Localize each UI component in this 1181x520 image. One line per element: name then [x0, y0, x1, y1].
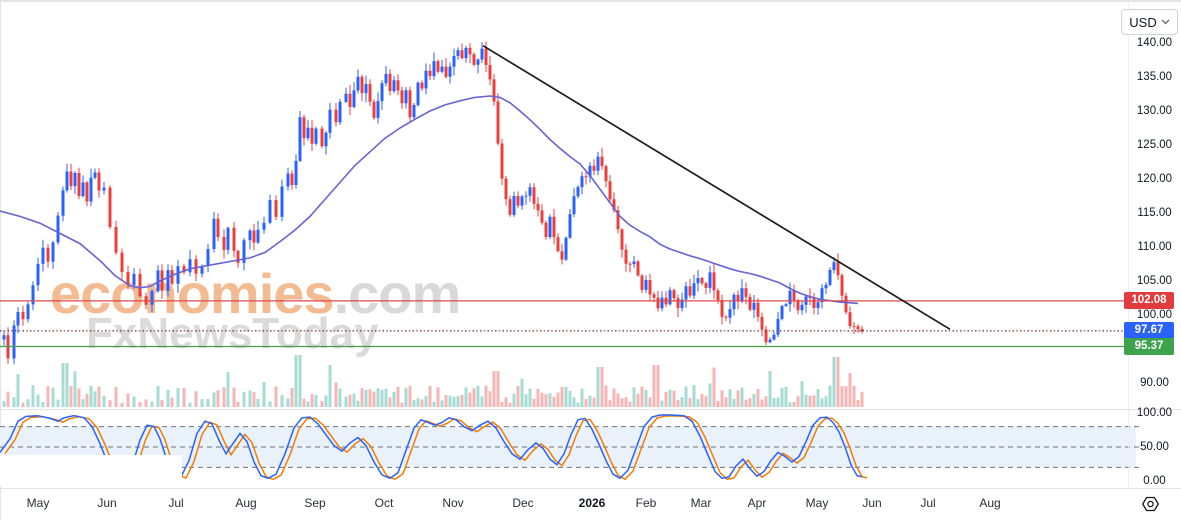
- price-badge: 95.37: [1124, 337, 1174, 355]
- price-axis-label: 90.00: [1140, 377, 1169, 389]
- time-axis-label: Aug: [979, 496, 1001, 510]
- settings-gear-glyph: [1141, 496, 1160, 512]
- time-axis-label: Dec: [512, 496, 534, 510]
- time-axis-label: Mar: [690, 496, 712, 510]
- time-axis-label: Aug: [235, 496, 257, 510]
- price-axis-label: 135.00: [1136, 71, 1173, 83]
- price-axis-label: 125.00: [1136, 139, 1173, 151]
- oscillator-white-patch: [0, 455, 182, 486]
- currency-label: USD: [1129, 14, 1157, 30]
- candle-bodies-up: [2, 47, 836, 359]
- time-axis-label: May: [26, 496, 50, 510]
- time-axis-label: Apr: [747, 496, 767, 510]
- currency-selector[interactable]: USD: [1121, 9, 1178, 35]
- time-axis-label: Feb: [635, 496, 657, 510]
- trendline[interactable]: [482, 44, 951, 331]
- price-axis-label: 140.00: [1136, 37, 1173, 49]
- stochastic-k-line[interactable]: [0, 414, 863, 480]
- price-axis[interactable]: 140.00 135.00 130.00 125.00 120.00 115.00 110.…: [1128, 2, 1181, 489]
- price-axis-label: 0.00: [1143, 475, 1166, 487]
- chevron-down-icon: [1161, 19, 1170, 25]
- price-badge: 102.08: [1124, 292, 1174, 310]
- price-axis-label: 100.00: [1136, 309, 1173, 321]
- time-axis-label: Oct: [374, 496, 394, 510]
- time-axis[interactable]: May Jun Jul Aug Sep Oct Nov Dec 2026 Feb Mar Apr May…: [0, 489, 1128, 520]
- time-axis-label: Nov: [442, 496, 464, 510]
- price-axis-label: 130.00: [1136, 105, 1173, 117]
- time-axis-label: Sep: [304, 496, 326, 510]
- price-axis-label: 110.00: [1137, 241, 1172, 253]
- time-axis-label: May: [805, 496, 829, 510]
- time-axis-label: Jun: [97, 496, 117, 510]
- candle-bodies-down: [6, 47, 864, 359]
- time-axis-label: 2026: [578, 496, 606, 510]
- time-axis-label: Jul: [920, 496, 936, 510]
- price-axis-label: 105.00: [1136, 275, 1173, 287]
- price-badge: 97.67: [1124, 322, 1174, 340]
- price-axis-label: 100.00: [1136, 407, 1173, 419]
- price-axis-label: 50.00: [1140, 441, 1169, 453]
- price-axis-label: 120.00: [1136, 173, 1173, 185]
- candle-wicks-down: [7, 41, 863, 364]
- settings-icon[interactable]: [1140, 494, 1161, 514]
- price-axis-label: 115.00: [1137, 207, 1172, 219]
- time-axis-label: Jul: [168, 496, 184, 510]
- stochastic-d-line[interactable]: [4, 415, 868, 481]
- moving-average-line[interactable]: [0, 95, 859, 305]
- time-axis-label: Jun: [862, 496, 882, 510]
